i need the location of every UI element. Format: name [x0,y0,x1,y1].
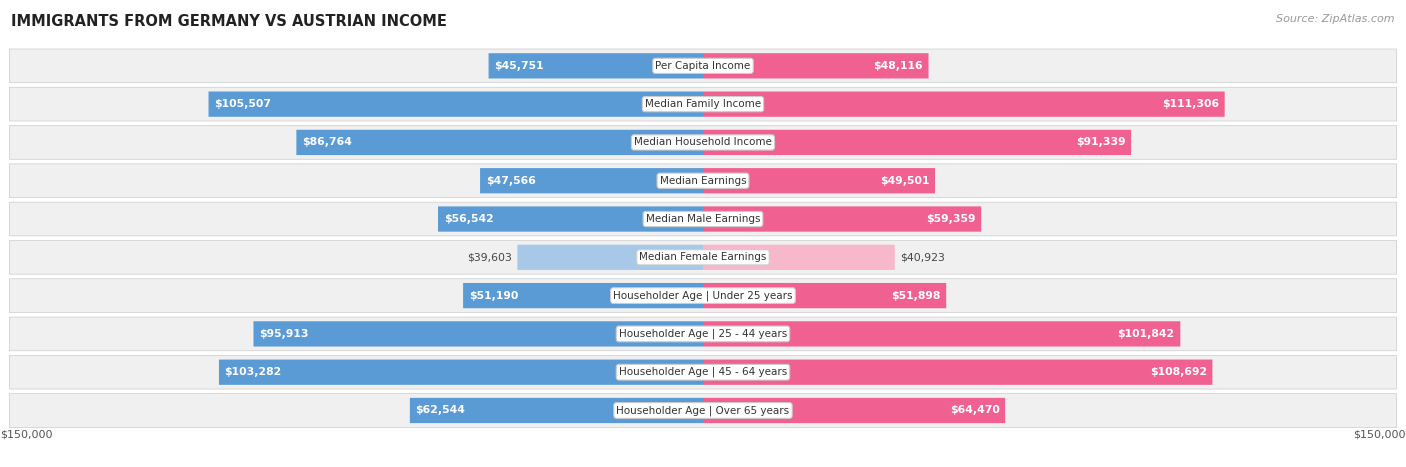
FancyBboxPatch shape [10,126,1396,159]
Text: Householder Age | 25 - 44 years: Householder Age | 25 - 44 years [619,329,787,339]
Text: $56,542: $56,542 [444,214,494,224]
Text: Source: ZipAtlas.com: Source: ZipAtlas.com [1277,14,1395,24]
FancyBboxPatch shape [703,283,946,308]
Text: $45,751: $45,751 [494,61,544,71]
Text: $91,339: $91,339 [1076,137,1125,148]
Text: Per Capita Income: Per Capita Income [655,61,751,71]
Text: $47,566: $47,566 [485,176,536,186]
FancyBboxPatch shape [10,87,1396,121]
Text: Householder Age | Under 25 years: Householder Age | Under 25 years [613,290,793,301]
Text: $49,501: $49,501 [880,176,929,186]
FancyBboxPatch shape [10,49,1396,83]
FancyBboxPatch shape [411,398,703,423]
FancyBboxPatch shape [10,202,1396,236]
Text: Median Earnings: Median Earnings [659,176,747,186]
Text: $111,306: $111,306 [1161,99,1219,109]
FancyBboxPatch shape [703,53,928,78]
FancyBboxPatch shape [703,360,1212,385]
FancyBboxPatch shape [488,53,703,78]
Legend: Immigrants from Germany, Austrian: Immigrants from Germany, Austrian [565,462,841,467]
FancyBboxPatch shape [479,168,703,193]
Text: Householder Age | 45 - 64 years: Householder Age | 45 - 64 years [619,367,787,377]
FancyBboxPatch shape [219,360,703,385]
FancyBboxPatch shape [703,245,894,270]
Text: $108,692: $108,692 [1150,367,1206,377]
Text: Median Female Earnings: Median Female Earnings [640,252,766,262]
Text: $59,359: $59,359 [927,214,976,224]
FancyBboxPatch shape [297,130,703,155]
FancyBboxPatch shape [703,398,1005,423]
Text: $103,282: $103,282 [225,367,281,377]
Text: $64,470: $64,470 [949,405,1000,416]
Text: Median Household Income: Median Household Income [634,137,772,148]
Text: Median Family Income: Median Family Income [645,99,761,109]
FancyBboxPatch shape [10,164,1396,198]
FancyBboxPatch shape [703,130,1130,155]
FancyBboxPatch shape [439,206,703,232]
FancyBboxPatch shape [10,355,1396,389]
FancyBboxPatch shape [463,283,703,308]
Text: $150,000: $150,000 [1354,430,1406,439]
FancyBboxPatch shape [10,317,1396,351]
FancyBboxPatch shape [703,168,935,193]
Text: $105,507: $105,507 [214,99,271,109]
Text: $62,544: $62,544 [416,405,465,416]
FancyBboxPatch shape [703,92,1225,117]
Text: $51,190: $51,190 [468,290,517,301]
FancyBboxPatch shape [703,321,1180,347]
Text: $101,842: $101,842 [1118,329,1174,339]
Text: $40,923: $40,923 [900,252,945,262]
Text: $95,913: $95,913 [259,329,308,339]
FancyBboxPatch shape [10,241,1396,274]
FancyBboxPatch shape [703,206,981,232]
Text: Householder Age | Over 65 years: Householder Age | Over 65 years [616,405,790,416]
Text: IMMIGRANTS FROM GERMANY VS AUSTRIAN INCOME: IMMIGRANTS FROM GERMANY VS AUSTRIAN INCO… [11,14,447,29]
FancyBboxPatch shape [208,92,703,117]
Text: Median Male Earnings: Median Male Earnings [645,214,761,224]
Text: $48,116: $48,116 [873,61,922,71]
Text: $150,000: $150,000 [0,430,52,439]
FancyBboxPatch shape [253,321,703,347]
FancyBboxPatch shape [517,245,703,270]
Text: $51,898: $51,898 [891,290,941,301]
Text: $39,603: $39,603 [467,252,512,262]
FancyBboxPatch shape [10,279,1396,312]
Text: $86,764: $86,764 [302,137,352,148]
FancyBboxPatch shape [10,394,1396,427]
